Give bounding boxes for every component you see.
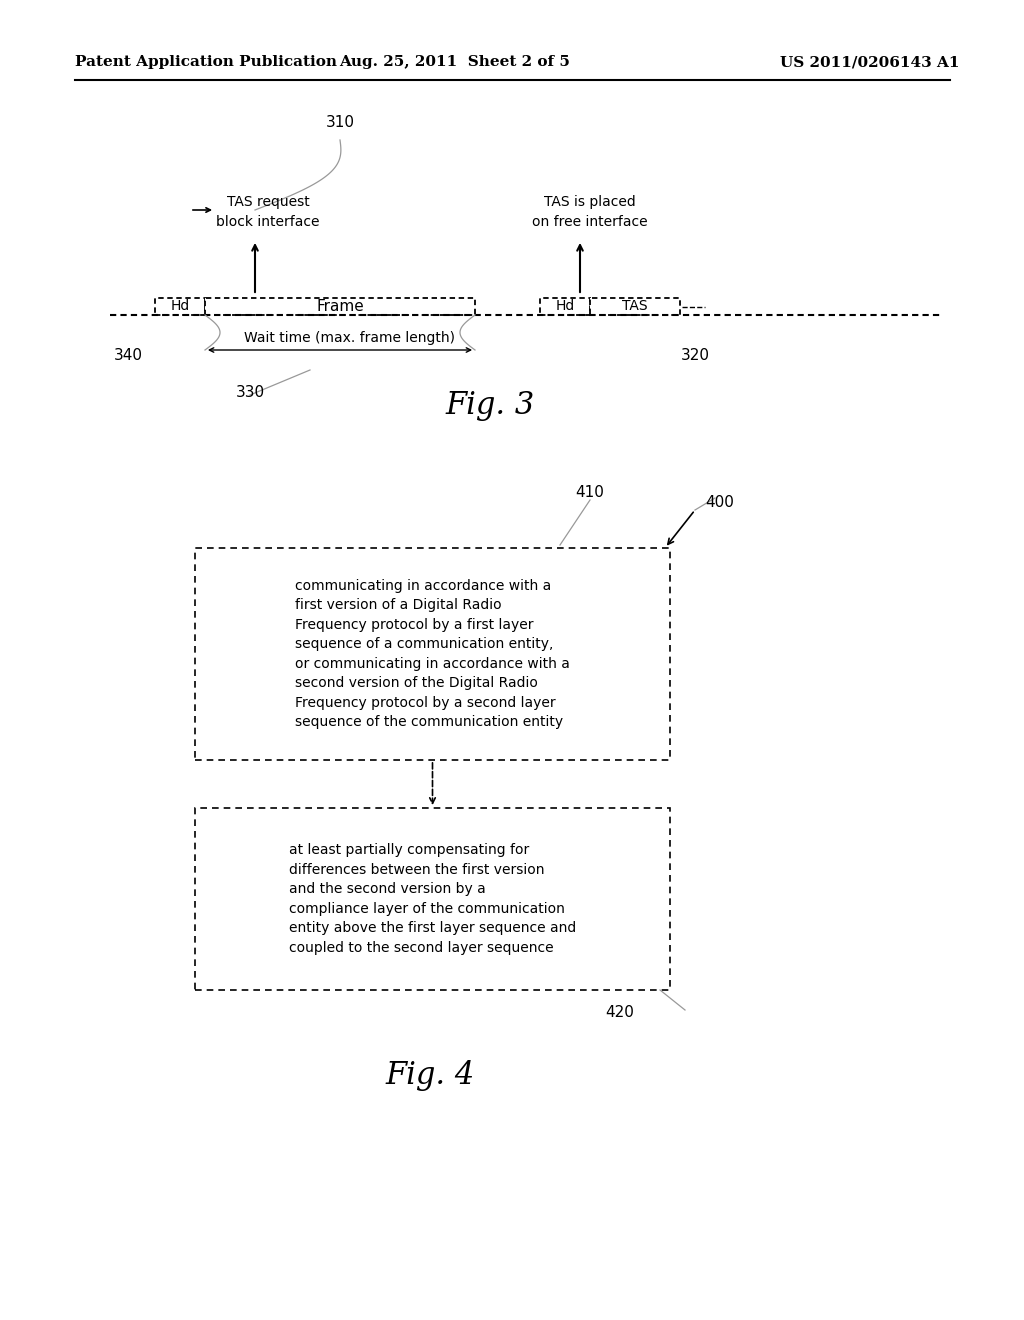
Text: Wait time (max. frame length): Wait time (max. frame length)	[245, 331, 456, 345]
Text: block interface: block interface	[216, 215, 319, 228]
Text: on free interface: on free interface	[532, 215, 648, 228]
Text: 420: 420	[605, 1005, 635, 1020]
Text: 310: 310	[326, 115, 354, 129]
Text: Frame: Frame	[316, 300, 364, 314]
Text: 330: 330	[236, 385, 264, 400]
Text: TAS is placed: TAS is placed	[544, 195, 636, 209]
Text: 320: 320	[681, 347, 710, 363]
Bar	[155, 298, 205, 315]
Text: communicating in accordance with a
first version of a Digital Radio
Frequency pr: communicating in accordance with a first…	[295, 578, 570, 729]
Text: Hd: Hd	[555, 300, 574, 314]
Text: Fig. 4: Fig. 4	[385, 1060, 475, 1092]
Text: Hd: Hd	[170, 300, 189, 314]
Bar	[195, 808, 670, 990]
Text: Fig. 3: Fig. 3	[445, 389, 535, 421]
Text: US 2011/0206143 A1: US 2011/0206143 A1	[780, 55, 959, 69]
Bar	[590, 298, 680, 315]
Bar	[195, 548, 670, 760]
Text: TAS request: TAS request	[226, 195, 309, 209]
Text: 340: 340	[114, 347, 142, 363]
Text: Aug. 25, 2011  Sheet 2 of 5: Aug. 25, 2011 Sheet 2 of 5	[340, 55, 570, 69]
Text: 410: 410	[575, 484, 604, 500]
Bar	[540, 298, 590, 315]
Text: 400: 400	[706, 495, 734, 510]
Text: at least partially compensating for
differences between the first version
and th: at least partially compensating for diff…	[289, 843, 577, 954]
Text: Patent Application Publication: Patent Application Publication	[75, 55, 337, 69]
Bar	[205, 298, 475, 315]
Text: TAS: TAS	[623, 300, 648, 314]
